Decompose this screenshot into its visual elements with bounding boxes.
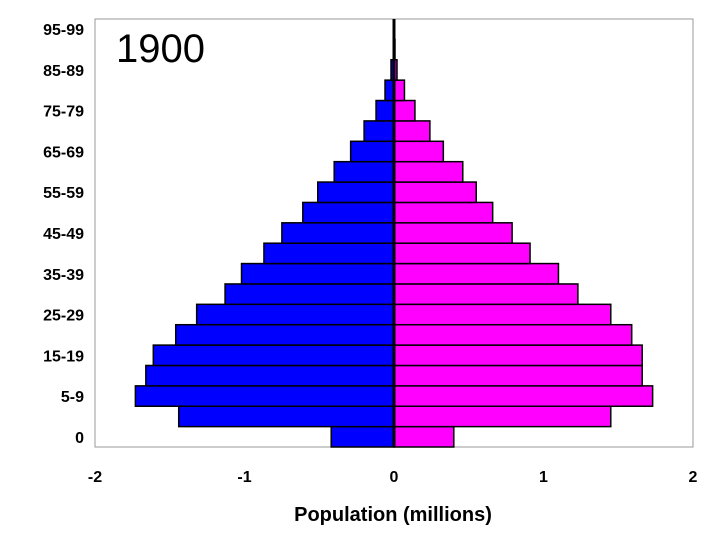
- right-bar-10: [393, 222, 513, 244]
- left-bar-11: [302, 201, 395, 224]
- left-bar-8: [240, 262, 395, 285]
- x-tick-label: -2: [88, 469, 102, 486]
- y-tick-label: 65-69: [43, 144, 84, 161]
- right-bar-11: [393, 201, 494, 224]
- y-tick-label: 35-39: [43, 267, 84, 284]
- x-tick-labels: -2 -1 0 1 2: [88, 469, 698, 486]
- x-tick-label: 2: [689, 469, 698, 486]
- x-tick-label: 0: [390, 469, 399, 486]
- left-bar-4: [152, 344, 395, 367]
- y-tick-label: 95-99: [43, 22, 84, 39]
- right-bar-7: [393, 283, 579, 306]
- right-bar-0: [393, 425, 455, 448]
- left-bar-12: [317, 181, 395, 204]
- right-bar-8: [393, 262, 560, 285]
- y-tick-label: 0: [75, 430, 84, 447]
- right-bar-3: [393, 364, 643, 387]
- left-bar-14: [349, 140, 395, 163]
- y-tick-label: 45-49: [43, 226, 84, 243]
- left-bar-1: [177, 405, 395, 428]
- right-bar-16: [393, 99, 416, 122]
- right-bar-12: [393, 181, 477, 204]
- x-tick-label: -1: [237, 469, 251, 486]
- left-bar-0: [330, 425, 395, 448]
- y-tick-label: 85-89: [43, 63, 84, 80]
- y-tick-label: 25-29: [43, 308, 84, 325]
- y-tick-label: 55-59: [43, 185, 84, 202]
- right-bar-4: [393, 344, 643, 367]
- left-bar-2: [134, 385, 395, 407]
- left-bar-6: [195, 303, 395, 326]
- left-bar-9: [263, 242, 395, 265]
- x-axis-title: Population (millions): [294, 504, 492, 526]
- left-bar-5: [174, 323, 395, 346]
- left-bar-7: [224, 283, 395, 306]
- y-tick-label: 75-79: [43, 104, 84, 121]
- left-bar-13: [333, 160, 395, 183]
- y-tick-label: 5-9: [61, 389, 84, 406]
- right-bar-5: [393, 323, 633, 346]
- bars-group: [134, 38, 654, 448]
- right-bar-17: [393, 79, 406, 102]
- y-tick-labels: 0 5-9 15-19 25-29 35-39 45-49 55-59 65-69 75-79 8…: [43, 22, 84, 447]
- left-bar-15: [363, 120, 395, 143]
- left-bar-3: [145, 364, 395, 387]
- left-bar-16: [375, 99, 395, 122]
- right-bar-6: [393, 303, 612, 326]
- right-bar-14: [393, 140, 445, 163]
- y-tick-label: 15-19: [43, 348, 84, 365]
- right-bar-9: [393, 242, 531, 265]
- chart-title: 1900: [116, 27, 205, 71]
- right-bar-13: [393, 160, 464, 183]
- right-bar-15: [393, 120, 431, 143]
- left-bar-10: [281, 222, 395, 244]
- right-bar-2: [393, 385, 654, 407]
- x-tick-label: 1: [539, 469, 548, 486]
- right-bar-1: [393, 405, 612, 428]
